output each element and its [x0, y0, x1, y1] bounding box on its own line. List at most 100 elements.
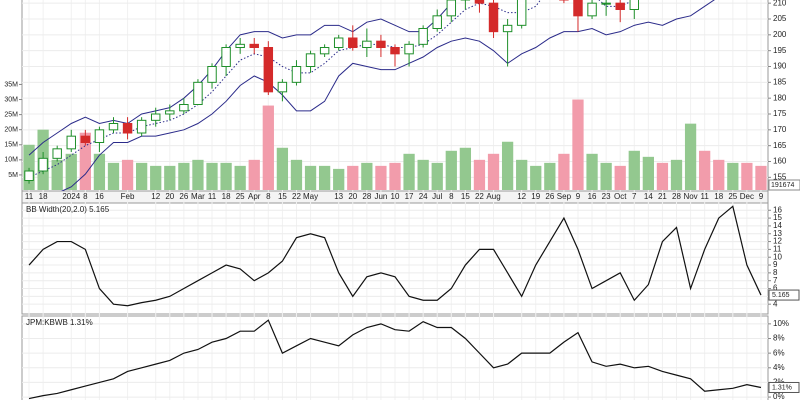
candle-body: [376, 40, 386, 49]
volume-bar: [501, 141, 514, 190]
indicator-line: [28, 319, 762, 400]
volume-bar: [656, 162, 669, 190]
volume-bar: [459, 147, 472, 190]
candle-body: [207, 66, 217, 83]
y-tick-label: 165: [773, 141, 787, 150]
candle-body: [348, 37, 358, 48]
candle-body: [94, 129, 105, 143]
bollinger-upper: [28, 0, 454, 156]
x-tick-label: Nov: [683, 192, 697, 201]
candle-body: [615, 2, 625, 10]
volume-bar: [65, 153, 77, 190]
x-tick-label: May: [303, 192, 318, 201]
panel-plot: [22, 205, 768, 307]
indicator-line: [28, 205, 762, 307]
bollinger-lower: [60, 0, 715, 191]
candle-body: [263, 47, 274, 93]
volume-bar: [234, 165, 246, 190]
y-tick-label: 15: [773, 213, 782, 222]
volume-bar: [558, 153, 570, 190]
y-tick-label: 210: [773, 0, 787, 7]
x-tick-label: 14: [644, 192, 653, 201]
y-tick-label: 6: [773, 284, 778, 293]
panel-title: JPM:KBWB 1.31%: [26, 318, 93, 327]
volume-bar: [530, 165, 542, 190]
volume-bar: [333, 168, 345, 190]
volume-bar: [628, 150, 640, 190]
x-tick-label: Dec: [740, 192, 754, 201]
candle-body: [319, 47, 330, 55]
candle-body: [52, 148, 62, 159]
candle-body: [249, 43, 259, 48]
volume-bar: [361, 162, 373, 190]
x-tick-label: 22: [475, 192, 484, 201]
volume-bar: [755, 165, 767, 190]
x-tick-label: 2024: [62, 192, 80, 201]
candle-body: [122, 123, 133, 134]
x-tick-label: 11: [25, 192, 34, 201]
last-value-label: 1.31%: [772, 384, 792, 391]
last-value-box: [768, 289, 800, 301]
candle-body: [432, 15, 442, 29]
candle-body: [136, 119, 147, 134]
volume-bar: [684, 123, 697, 190]
candle-body: [150, 113, 161, 121]
x-tick-label: 9: [576, 192, 581, 201]
candle-body: [418, 28, 428, 45]
x-tick-label: 12: [151, 192, 160, 201]
candle-body: [502, 24, 513, 33]
y-tick-label: 190: [773, 62, 787, 71]
x-tick-label: 18: [714, 192, 723, 201]
candle-body: [629, 0, 640, 10]
x-tick-label: Apr: [248, 192, 261, 201]
last-value-box: [768, 381, 800, 393]
x-tick-label: 8: [449, 192, 454, 201]
volume-bar: [670, 159, 683, 190]
x-tick-label: 22: [292, 192, 301, 201]
volume-bar: [516, 159, 528, 190]
x-tick-label: 8: [83, 192, 88, 201]
volume-bar: [699, 150, 711, 190]
volume-bar: [178, 162, 190, 190]
volume-bar: [347, 165, 359, 190]
candle-body: [390, 47, 400, 55]
volume-bar: [403, 153, 415, 190]
volume-bar: [290, 159, 303, 190]
y-tick-label: 4%: [773, 363, 785, 372]
panel-plot: [22, 319, 768, 400]
candle-body: [165, 110, 175, 115]
candle-body: [516, 0, 527, 26]
y-tick-label: 180: [773, 93, 787, 102]
volume-tick-label: 10M: [4, 157, 18, 164]
x-tick-label: 28: [362, 192, 371, 201]
x-tick-label: 19: [531, 192, 540, 201]
volume-tick-label: 20M: [4, 127, 18, 134]
volume-tick-label: 15M: [4, 142, 18, 149]
volume-bar: [445, 150, 457, 190]
x-tick-label: 12: [517, 192, 526, 201]
x-tick-label: 28: [672, 192, 681, 201]
overlay: 11 18 2024 8 16 Feb 12 20 26 Mar 11 18 25 Apr 8 15 22 May…: [4, 0, 800, 400]
volume-bar: [248, 159, 260, 190]
candle-body: [193, 81, 203, 106]
volume-bar: [23, 144, 35, 190]
x-tick-label: 23: [602, 192, 611, 201]
x-tick-label: 16: [95, 192, 104, 201]
candle-body: [404, 43, 414, 55]
x-tick-label: 11: [701, 192, 710, 201]
y-tick-label: 185: [773, 77, 787, 86]
last-value-label: 5.165: [772, 292, 790, 299]
candle-body: [235, 43, 245, 48]
y-tick-label: 155: [773, 172, 787, 181]
candle-body: [179, 104, 189, 112]
y-tick-label: 8%: [773, 334, 785, 343]
x-tick-label: 25: [728, 192, 737, 201]
volume-bar: [318, 165, 331, 190]
volume-bar: [389, 162, 401, 190]
y-tick-label: 11: [773, 245, 782, 254]
volume-tick-label: 35M: [4, 81, 18, 88]
candle-body: [446, 0, 457, 17]
x-tick-label: 18: [222, 192, 231, 201]
candle-body: [38, 157, 48, 172]
volume-bar: [431, 162, 443, 190]
